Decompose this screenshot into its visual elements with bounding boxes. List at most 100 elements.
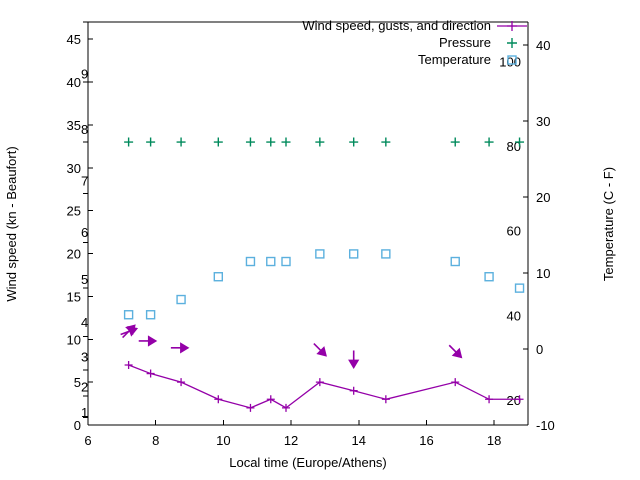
temperature-point (145, 310, 156, 320)
arrow-head (348, 359, 360, 370)
wind-direction-arrow (120, 326, 139, 337)
pressure-point (281, 137, 291, 147)
arrow-head (127, 326, 139, 337)
series-temperature (123, 249, 525, 320)
legend-label-temperature: Temperature (418, 52, 491, 67)
temperature-point (381, 249, 391, 259)
x-axis-title: Local time (Europe/Athens) (229, 455, 387, 470)
wind-speed-point (214, 395, 223, 404)
left-tick-label: 45 (67, 32, 81, 47)
axis-beaufort-ticks: 1 2 3 4 5 6 7 8 9 (81, 21, 88, 420)
wind-speed-point (381, 395, 390, 404)
pressure-point (515, 137, 525, 147)
pressure-point (266, 137, 276, 147)
temperature-point (213, 272, 224, 282)
legend-label-pressure: Pressure (439, 35, 491, 50)
fahrenheit-label: 60 (507, 223, 521, 238)
left-tick-label: 15 (67, 289, 81, 304)
pressure-point (381, 137, 391, 147)
bottom-tick-label: 12 (284, 433, 298, 448)
temperature-point (176, 294, 186, 305)
pressure-point (450, 137, 460, 147)
pressure-point (213, 137, 223, 147)
arrow-head (147, 335, 158, 347)
wind-speed-point (315, 378, 324, 387)
wind-speed-point (124, 360, 133, 369)
beaufort-label: 4 (81, 315, 88, 330)
pressure-point (484, 137, 494, 147)
temperature-point (514, 283, 525, 293)
left-tick-label: 5 (74, 375, 81, 390)
series-pressure (124, 137, 525, 147)
wind-direction-arrow (170, 342, 190, 354)
bottom-tick-label: 18 (487, 433, 501, 448)
fahrenheit-label: 100 (499, 55, 521, 70)
beaufort-label: 9 (81, 66, 88, 81)
wind-speed-point (349, 386, 358, 395)
wind-speed-line (128, 364, 520, 409)
axis-fahrenheit-ticks: 20 40 60 80 100 (499, 55, 521, 408)
legend-label-wind: Wind speed, gusts, and direction (302, 18, 491, 33)
bottom-tick-label: 16 (419, 433, 433, 448)
beaufort-label: 6 (81, 225, 88, 240)
left-tick-label: 35 (67, 118, 81, 133)
wind-direction-arrow (138, 335, 158, 347)
beaufort-label: 8 (81, 122, 88, 137)
pressure-point (245, 137, 255, 147)
right-tick-label: 20 (536, 190, 550, 205)
arrow-head (180, 342, 190, 354)
arrow-head (316, 346, 327, 357)
temperature-point (245, 256, 256, 267)
wind-speed-point (177, 378, 186, 387)
fahrenheit-label: 80 (507, 139, 521, 154)
right-tick-label: 30 (536, 114, 550, 129)
wind-speed-point (266, 395, 275, 404)
wind-speed-point (282, 403, 290, 412)
wind-direction-arrows (120, 324, 463, 370)
wind-speed-point (246, 403, 255, 412)
plot-frame (87, 21, 529, 426)
temperature-point (450, 256, 460, 267)
wind-direction-arrow (348, 350, 360, 370)
wind-speed-point (515, 395, 524, 404)
pressure-point (315, 137, 325, 147)
y2-axis-title: Temperature (C - F) (601, 167, 616, 281)
wind-direction-arrow (313, 342, 327, 357)
fahrenheit-label: 40 (507, 309, 521, 324)
beaufort-label: 2 (81, 379, 88, 394)
legend-marker-wind-plus (507, 21, 517, 31)
left-tick-label: 20 (67, 247, 81, 262)
temperature-point (266, 256, 276, 267)
wind-speed-point (146, 369, 155, 378)
bottom-tick-label: 10 (216, 433, 230, 448)
bottom-tick-label: 14 (352, 433, 366, 448)
temperature-point (348, 249, 359, 259)
legend-marker-temperature-square (507, 55, 517, 65)
temperature-point (281, 256, 291, 267)
pressure-point (176, 137, 186, 147)
beaufort-label: 3 (81, 349, 88, 364)
legend-marker-pressure-plus (507, 38, 517, 48)
y-axis-title: Wind speed (kn - Beaufort) (4, 146, 19, 301)
right-tick-label: 0 (536, 342, 543, 357)
left-tick-label: 25 (67, 204, 81, 219)
wind-speed-point (485, 395, 494, 404)
series-wind-speed (124, 360, 524, 412)
fahrenheit-label: 20 (507, 393, 521, 408)
left-tick-label: 10 (67, 332, 81, 347)
temperature-point (315, 249, 325, 259)
wind-speed-point (451, 378, 460, 387)
arrow-head (451, 347, 463, 359)
legend: Wind speed, gusts, and direction Pressur… (302, 18, 527, 67)
pressure-point (349, 137, 359, 147)
axis-left-ticks: 0 5 10 15 20 25 30 35 40 45 (67, 32, 93, 433)
left-tick-label: 0 (74, 418, 81, 433)
bottom-tick-label: 8 (152, 433, 159, 448)
left-tick-label: 30 (67, 161, 81, 176)
beaufort-label: 1 (81, 405, 88, 420)
beaufort-label: 7 (81, 174, 88, 189)
temperature-point (484, 272, 494, 282)
left-tick-label: 40 (67, 75, 81, 90)
